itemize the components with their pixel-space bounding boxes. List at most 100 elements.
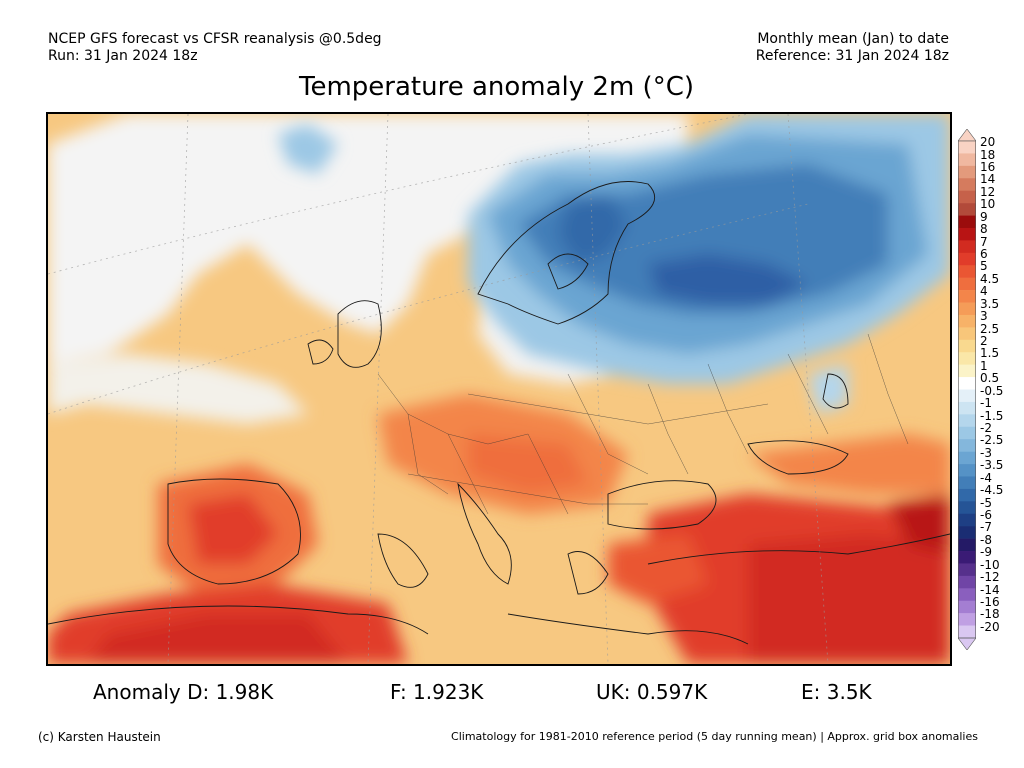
colorbar-label: -6: [980, 507, 992, 522]
stat-germany: Anomaly D: 1.98K: [93, 680, 274, 704]
stat-uk: UK: 0.597K: [596, 680, 708, 704]
cold-anomaly-region: [278, 114, 950, 414]
colorbar-swatch: [958, 613, 976, 626]
colorbar-swatch: [958, 265, 976, 278]
colorbar-swatch: [958, 227, 976, 241]
colorbar-label: 0.5: [980, 371, 1000, 386]
anomaly-map: [46, 112, 952, 666]
colorbar-label: 4: [980, 284, 988, 299]
run-time: Run: 31 Jan 2024 18z: [48, 48, 198, 64]
colorbar-swatch: [958, 488, 976, 502]
colorbar-swatch: [958, 513, 976, 527]
colorbar-swatch: [958, 277, 976, 291]
colorbar-swatch: [958, 538, 976, 552]
colorbar-label: -16: [980, 594, 1000, 609]
colorbar-swatch: [958, 215, 976, 229]
colorbar-label: 14: [980, 172, 996, 187]
colorbar-label: 18: [980, 147, 996, 162]
country-borders: [377, 333, 909, 515]
model-description: NCEP GFS forecast vs CFSR reanalysis @0.…: [48, 31, 382, 47]
colorbar-labels: 20 18 16 14 12 10 9 8 7 6 5 4.5 4 3.5 3 2.5 2 1.5 1 0.5 -0.5…: [980, 129, 1024, 650]
colorbar-swatch: [958, 240, 976, 254]
colorbar-label: -14: [980, 582, 1000, 597]
colorbar-label: -0.5: [980, 383, 1004, 398]
colorbar-swatch: [958, 377, 976, 390]
anomaly-map-graphic: [48, 114, 950, 664]
colorbar-label: 1.5: [980, 346, 1000, 361]
colorbar-label: 9: [980, 209, 988, 224]
colorbar-label: 4.5: [980, 271, 1000, 286]
colorbar-label: 3.5: [980, 296, 1000, 311]
colorbar-swatch: [958, 551, 976, 564]
stat-france: F: 1.923K: [390, 680, 484, 704]
colorbar-swatch: [958, 153, 976, 167]
colorbar-swatch: [958, 302, 976, 316]
anomaly-stats: Anomaly D: 1.98K F: 1.923K UK: 0.597K E:…: [0, 680, 1024, 706]
colorbar-swatch: [958, 290, 976, 303]
colorbar-swatch: [958, 625, 976, 639]
colorbar-label: -2.5: [980, 433, 1004, 448]
colorbar-swatch: [958, 575, 976, 589]
colorbar-swatch: [958, 451, 976, 465]
colorbar-swatch: [958, 364, 976, 378]
colorbar-swatch: [958, 600, 976, 614]
colorbar-label: 2.5: [980, 321, 1000, 336]
colorbar-bottom-arrow: [958, 637, 976, 650]
warm-anomaly-regions: [48, 394, 950, 664]
colorbar-label: -1.5: [980, 408, 1004, 423]
colorbar-swatch: [958, 141, 976, 154]
colorbar-label: 6: [980, 247, 988, 262]
colorbar-label: 5: [980, 259, 988, 274]
colorbar-label: 8: [980, 222, 988, 237]
colorbar-swatch: [958, 501, 976, 515]
colorbar-label: -1: [980, 396, 992, 411]
climatology-note: Climatology for 1981-2010 reference peri…: [451, 730, 978, 743]
colorbar-label: 12: [980, 184, 996, 199]
colorbar-swatch: [958, 426, 976, 440]
colorbar-label: -4.5: [980, 483, 1004, 498]
colorbar-label: -2: [980, 420, 992, 435]
colorbar-label: -18: [980, 607, 1000, 622]
colorbar-label: 20: [980, 135, 996, 150]
colorbar-label: 3: [980, 309, 988, 324]
colorbar-swatch: [958, 588, 976, 602]
colorbar-swatch: [958, 476, 976, 490]
colorbar-label: -7: [980, 520, 992, 535]
colorbar-swatch: [958, 526, 976, 539]
colorbar: [958, 129, 976, 650]
colorbar-swatch: [958, 327, 976, 341]
colorbar-swatch: [958, 414, 976, 428]
colorbar-swatch: [958, 563, 976, 577]
colorbar-label: -9: [980, 545, 992, 560]
colorbar-label: 1: [980, 358, 988, 373]
reference-time: Reference: 31 Jan 2024 18z: [755, 48, 949, 64]
colorbar-label: 16: [980, 160, 996, 175]
colorbar-swatch: [958, 203, 976, 216]
map-title: Temperature anomaly 2m (°C): [299, 72, 694, 102]
colorbar-swatch: [958, 464, 976, 477]
colorbar-label: -10: [980, 557, 1000, 572]
colorbar-swatch: [958, 352, 976, 365]
header-right: Monthly mean (Jan) to date Reference: 31…: [756, 31, 949, 65]
colorbar-label: -3.5: [980, 458, 1004, 473]
colorbar-swatch: [958, 252, 976, 266]
colorbar-swatch: [958, 401, 976, 415]
colorbar-label: -5: [980, 495, 992, 510]
colorbar-label: -12: [980, 570, 1000, 585]
colorbar-swatch: [958, 190, 976, 204]
colorbar-label: -4: [980, 470, 992, 485]
colorbar-swatch: [958, 314, 976, 328]
colorbar-label: 10: [980, 197, 996, 212]
copyright: (c) Karsten Haustein: [38, 730, 161, 744]
averaging-period: Monthly mean (Jan) to date: [757, 31, 949, 47]
colorbar-swatch: [958, 165, 976, 179]
colorbar-swatch: [958, 178, 976, 191]
header-left: NCEP GFS forecast vs CFSR reanalysis @0.…: [48, 31, 382, 65]
colorbar-swatch: [958, 389, 976, 403]
colorbar-label: 7: [980, 234, 988, 249]
graticule: [48, 114, 829, 664]
coastlines: [48, 181, 950, 645]
colorbar-label: 2: [980, 334, 988, 348]
stat-spain: E: 3.5K: [801, 680, 872, 704]
colorbar-label: -8: [980, 532, 992, 547]
